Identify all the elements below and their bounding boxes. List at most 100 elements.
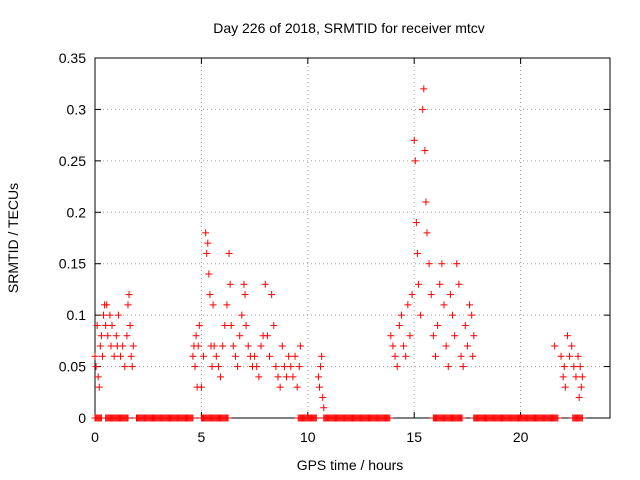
- data-point: [92, 363, 100, 371]
- zero-data-point: [224, 414, 232, 422]
- data-point: [236, 332, 244, 340]
- data-point: [253, 363, 261, 371]
- data-point: [436, 280, 444, 288]
- data-point: [274, 373, 282, 381]
- data-point: [406, 332, 414, 340]
- data-point: [112, 332, 120, 340]
- data-point: [121, 363, 129, 371]
- data-point: [570, 363, 578, 371]
- data-point: [226, 280, 234, 288]
- zero-data-point: [386, 414, 394, 422]
- data-point: [231, 352, 239, 360]
- data-point: [94, 373, 102, 381]
- data-point: [395, 321, 403, 329]
- data-point: [574, 352, 582, 360]
- data-point: [98, 352, 106, 360]
- data-point: [263, 332, 271, 340]
- y-tick-label: 0.1: [67, 307, 87, 323]
- data-point: [423, 229, 431, 237]
- data-point: [319, 393, 327, 401]
- y-axis-label: SRMTID / TECUs: [5, 183, 21, 293]
- data-point: [106, 311, 114, 319]
- data-point: [240, 280, 248, 288]
- data-point: [114, 311, 122, 319]
- zero-data-point: [578, 414, 586, 422]
- data-point: [451, 332, 459, 340]
- data-point: [283, 373, 291, 381]
- data-point: [577, 383, 585, 391]
- data-point: [238, 311, 246, 319]
- zero-data-point: [554, 414, 562, 422]
- data-point: [276, 383, 284, 391]
- data-point: [387, 332, 395, 340]
- chart-title: Day 226 of 2018, SRMTID for receiver mtc…: [213, 20, 485, 36]
- data-point: [117, 352, 125, 360]
- x-tick-label: 0: [91, 429, 99, 445]
- data-point: [278, 342, 286, 350]
- data-point: [557, 352, 565, 360]
- data-point: [208, 363, 216, 371]
- data-point: [397, 311, 405, 319]
- data-point: [197, 383, 205, 391]
- data-point: [251, 352, 259, 360]
- data-point: [194, 342, 202, 350]
- data-point: [572, 373, 580, 381]
- data-point: [461, 321, 469, 329]
- data-point: [200, 352, 208, 360]
- data-point: [285, 352, 293, 360]
- data-point: [469, 352, 477, 360]
- data-point: [126, 321, 134, 329]
- data-point: [214, 363, 222, 371]
- data-point: [293, 383, 301, 391]
- data-point: [389, 342, 397, 350]
- data-point: [268, 291, 276, 299]
- data-point: [560, 363, 568, 371]
- data-point: [455, 280, 463, 288]
- data-point: [453, 260, 461, 268]
- data-point: [438, 260, 446, 268]
- data-point: [205, 270, 213, 278]
- data-point: [95, 383, 103, 391]
- data-point: [192, 332, 200, 340]
- data-point: [191, 363, 199, 371]
- data-point: [563, 332, 571, 340]
- data-point: [457, 352, 465, 360]
- data-point: [128, 363, 136, 371]
- axis-ticks: 0 0.05 0.1 0.15 0.2 0.25 0.3 0.35 0 5 10 15 20: [59, 50, 610, 445]
- data-point: [561, 383, 569, 391]
- data-point: [241, 291, 249, 299]
- data-point: [289, 373, 297, 381]
- data-point: [227, 321, 235, 329]
- y-tick-label: 0.2: [67, 204, 87, 220]
- y-tick-label: 0: [78, 410, 86, 426]
- data-point: [568, 342, 576, 350]
- data-point: [195, 321, 203, 329]
- data-point: [316, 383, 324, 391]
- data-point: [189, 352, 197, 360]
- data-point: [295, 363, 303, 371]
- data-point: [204, 239, 212, 247]
- data-point: [107, 342, 115, 350]
- data-point: [96, 342, 104, 350]
- x-tick-label: 10: [300, 429, 316, 445]
- data-point: [206, 291, 214, 299]
- data-point: [244, 342, 252, 350]
- data-point: [203, 249, 211, 257]
- data-point: [575, 393, 583, 401]
- data-point: [404, 301, 412, 309]
- data-point: [210, 342, 218, 350]
- data-point: [100, 311, 108, 319]
- data-point: [429, 332, 437, 340]
- data-point: [408, 291, 416, 299]
- data-point: [91, 352, 99, 360]
- data-point: [468, 311, 476, 319]
- data-point: [414, 280, 422, 288]
- data-point: [393, 363, 401, 371]
- data-point: [417, 311, 425, 319]
- data-point: [119, 342, 127, 350]
- x-axis-label: GPS time / hours: [297, 457, 404, 473]
- data-point: [202, 229, 210, 237]
- data-point: [320, 404, 328, 412]
- data-point: [402, 352, 410, 360]
